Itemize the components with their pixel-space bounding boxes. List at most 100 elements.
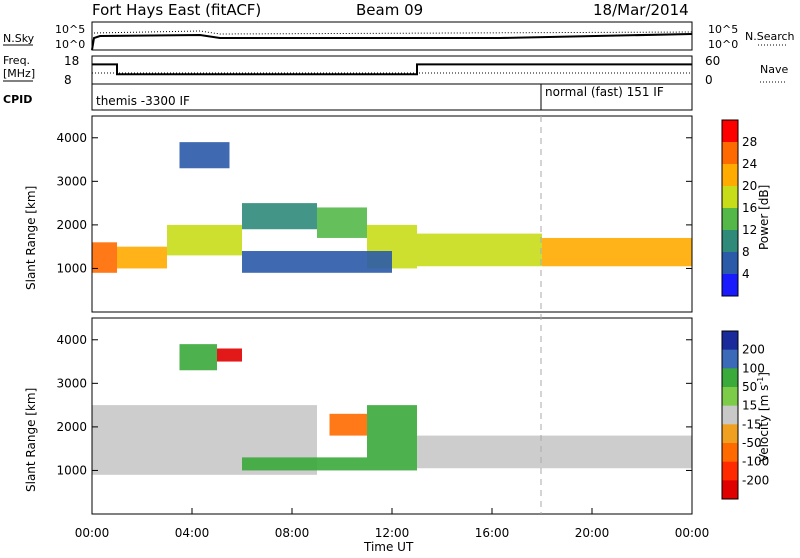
cpid-label: CPID: [3, 93, 32, 106]
cpid-segment-1: themis -3300 IF: [96, 94, 190, 108]
power-echo-band-3: [167, 224, 242, 256]
beam-title: Beam 09: [356, 1, 423, 19]
power-colorbar: 28 24 20 16 12 8 4: [721, 119, 757, 297]
colorbar-tick-label: 50: [742, 380, 757, 394]
x-tick-label: 00:00: [675, 526, 710, 540]
x-tick-label: 12:00: [375, 526, 410, 540]
velocity-echo-band-3: [242, 457, 367, 471]
cpid-panel: CPID themis -3300 IF normal (fast) 151 I…: [3, 83, 693, 111]
colorbar-swatch: [722, 349, 738, 369]
y-tick-label: 2000: [56, 218, 87, 232]
colorbar-swatch: [722, 186, 738, 209]
power-echo-band-5: [317, 207, 367, 238]
noise-left-tick-top: 10^5: [55, 23, 85, 36]
colorbar-swatch: [722, 142, 738, 165]
cpid-segment-2: normal (fast) 151 IF: [545, 85, 664, 99]
noise-left-tick-bottom: 10^0: [55, 38, 85, 51]
colorbar-tick-label: -15: [742, 417, 762, 431]
power-panel: 1000 2000 3000 4000 Slant Range [km]: [24, 115, 693, 313]
power-echo-band-4: [242, 203, 317, 230]
colorbar-frame: [721, 119, 739, 297]
y-tick-label: 4000: [56, 131, 87, 145]
colorbar-tick-label: 24: [742, 157, 757, 171]
x-tick-label: 20:00: [575, 526, 610, 540]
time-xlabel: Time UT: [363, 540, 414, 554]
colorbar-swatch: [722, 230, 738, 253]
colorbar-swatch: [722, 164, 738, 187]
power-ylabel: Slant Range [km]: [24, 186, 38, 290]
velocity-ylabel: Slant Range [km]: [24, 388, 38, 492]
power-echo-band-2: [117, 246, 167, 269]
colorbar-tick-label: -50: [742, 436, 762, 450]
freq-panel: Freq. [MHz] Nave 18 8 60 0: [3, 54, 788, 87]
colorbar-swatch: [722, 480, 738, 500]
freq-right-tick-bottom: 0: [705, 73, 713, 87]
x-tick-label: 08:00: [275, 526, 310, 540]
freq-left-tick-bottom: 8: [64, 73, 72, 87]
y-tick-label: 1000: [56, 463, 87, 477]
colorbar-swatch: [722, 368, 738, 388]
noise-sky-label: N.Sky: [3, 32, 35, 45]
colorbar-swatch: [722, 274, 738, 297]
colorbar-tick-label: 100: [742, 361, 765, 375]
freq-right-tick-top: 60: [705, 54, 720, 68]
colorbar-swatch: [722, 387, 738, 407]
velocity-colorbar: 200 100 50 15 -15 -50 -100 -200: [721, 330, 769, 500]
freq-label-1: Freq.: [3, 54, 30, 67]
colorbar-swatch: [722, 405, 738, 425]
colorbar-frame: [721, 330, 739, 500]
power-frame: [91, 115, 693, 313]
colorbar-tick-label: 16: [742, 201, 757, 215]
freq-left-tick-top: 18: [64, 54, 79, 68]
velocity-echo-band-2: [329, 413, 367, 436]
colorbar-tick-label: -100: [742, 455, 769, 469]
colorbar-tick-label: 12: [742, 223, 757, 237]
y-tick-label: 4000: [56, 333, 87, 347]
power-echo-bands: [92, 142, 692, 273]
power-colorbar-label: Power [dB]: [757, 185, 771, 250]
velocity-panel: 1000 2000 3000 4000 00:00 04:00 08:00 12:00 16:…: [24, 317, 710, 554]
radar-title: Fort Hays East (fitACF): [92, 1, 261, 19]
colorbar-tick-label: 20: [742, 179, 757, 193]
noise-panel: N.Sky N.Search 10^5 10^0 10^5 10^0: [3, 21, 795, 51]
colorbar-swatch: [722, 443, 738, 463]
x-tick-label: 00:00: [75, 526, 110, 540]
colorbar-tick-label: 28: [742, 135, 757, 149]
noise-search-label: N.Search: [745, 30, 795, 43]
time-x-ticks: 00:00 04:00 08:00 12:00 16:00 20:00 00:00: [75, 508, 710, 540]
colorbar-swatch: [722, 331, 738, 351]
velocity-y-ticks: 1000 2000 3000 4000: [56, 333, 692, 477]
colorbar-tick-label: 8: [742, 245, 750, 259]
freq-label-2: [MHz]: [3, 67, 35, 80]
colorbar-swatch: [722, 461, 738, 481]
colorbar-tick-label: 200: [742, 343, 765, 357]
x-tick-label: 16:00: [475, 526, 510, 540]
colorbar-swatch: [722, 252, 738, 275]
power-echo-band-9: [242, 251, 392, 273]
noise-search-trace: [93, 30, 693, 35]
velocity-echo-bands: [92, 344, 692, 475]
x-tick-label: 04:00: [175, 526, 210, 540]
colorbar-swatch: [722, 424, 738, 444]
power-echo-band-8: [542, 237, 692, 267]
colorbar-tick-label: 4: [742, 267, 750, 281]
velocity-echo-band-4: [367, 405, 417, 471]
velocity-echo-band-6: [179, 344, 217, 371]
power-y-ticks: 1000 2000 3000 4000: [56, 131, 692, 275]
y-tick-label: 2000: [56, 420, 87, 434]
noise-right-tick-top: 10^5: [708, 23, 738, 36]
y-tick-label: 1000: [56, 261, 87, 275]
colorbar-swatch: [722, 120, 738, 143]
power-echo-band-7: [417, 233, 542, 267]
power-echo-band-1: [92, 242, 117, 273]
noise-right-tick-bottom: 10^0: [708, 38, 738, 51]
colorbar-swatch: [722, 208, 738, 231]
colorbar-tick-label: -200: [742, 473, 769, 487]
date-title: 18/Mar/2014: [593, 1, 689, 19]
velocity-echo-band-7: [217, 348, 242, 362]
power-echo-band-10: [179, 142, 230, 169]
nave-label: Nave: [760, 63, 788, 76]
y-tick-label: 3000: [56, 376, 87, 390]
noise-sky-trace: [91, 33, 693, 51]
